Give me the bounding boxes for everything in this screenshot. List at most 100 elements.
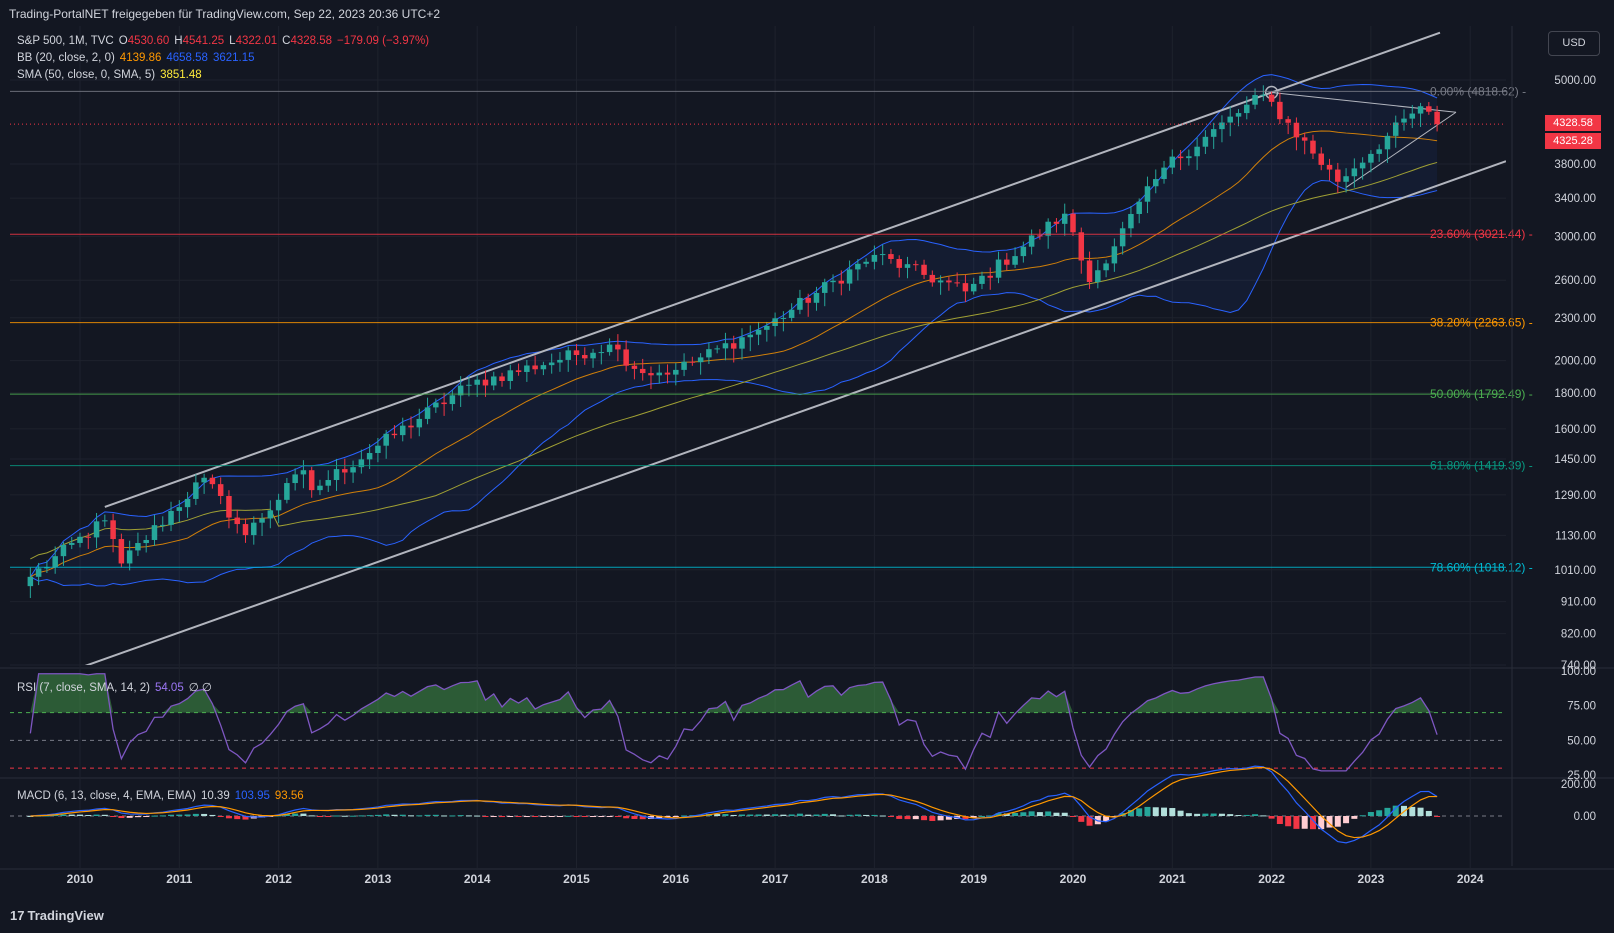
rsi-line <box>29 673 1438 772</box>
close-label: C <box>282 35 291 47</box>
macd-histogram-bar <box>1012 813 1019 816</box>
candle-body <box>1359 162 1366 169</box>
candle-down <box>482 370 489 397</box>
price-tick-label: 2600.00 <box>1554 275 1596 287</box>
candle-body <box>1136 201 1142 214</box>
price-tick-label: 1800.00 <box>1554 388 1596 400</box>
candle-body <box>830 280 836 283</box>
candle-down <box>515 363 522 376</box>
macd-histogram-bar <box>978 815 985 817</box>
macd-histogram-bar <box>408 815 414 817</box>
time-tick-label: 2022 <box>1258 872 1285 886</box>
candle-down <box>110 513 116 553</box>
candle-up <box>788 303 795 322</box>
macd-histogram-bar <box>77 814 83 816</box>
macd-histogram-bar <box>507 816 514 817</box>
candle-up <box>747 325 754 352</box>
candle-up <box>995 251 1002 284</box>
last-price-tag: 4328.58 <box>1545 115 1601 131</box>
macd-histogram-bar <box>590 816 597 817</box>
candle-body <box>284 483 290 500</box>
macd-histogram-bar <box>1003 813 1010 816</box>
candle-body <box>1061 213 1068 224</box>
candle-body <box>623 349 629 366</box>
candle-body <box>1095 270 1101 283</box>
bb-legend[interactable]: BB (20, close, 2, 0) 4139.86 4658.58 3621.1… <box>17 52 260 64</box>
candle-down <box>615 334 621 362</box>
macd-histogram-bar <box>1028 811 1035 816</box>
macd-histogram-bar <box>838 815 845 817</box>
macd-histogram-bar <box>672 816 679 817</box>
currency-button[interactable]: USD <box>1548 31 1600 56</box>
candle-body <box>747 334 754 338</box>
macd-histogram-bar <box>457 815 464 817</box>
macd-histogram-bar <box>374 814 381 816</box>
candle-body <box>176 507 183 511</box>
candle-body <box>921 264 927 275</box>
candle-down <box>987 267 993 290</box>
macd-histogram-bar <box>970 816 977 818</box>
rsi-legend[interactable]: RSI (7, close, SMA, 14, 2) 54.05 ∅ ∅ <box>17 680 217 694</box>
macd-legend[interactable]: MACD (6, 13, close, 4, EMA, EMA) 10.39 103… <box>17 790 309 802</box>
macd-histogram-bar <box>1384 807 1391 816</box>
macd-histogram-bar <box>234 816 241 820</box>
macd-histogram-bar <box>474 815 481 817</box>
candle-down <box>913 260 919 271</box>
macd-histogram-bar <box>1136 808 1143 816</box>
candle-down <box>226 490 232 529</box>
candle-body <box>408 425 414 428</box>
candle-body <box>946 280 952 283</box>
candle-body <box>1301 137 1308 141</box>
candle-up <box>1392 115 1399 148</box>
macd-histogram-bar <box>68 814 75 816</box>
candle-down <box>1177 150 1184 171</box>
symbol-legend[interactable]: S&P 500, 1M, TVC O4530.60 H4541.25 L4322.01… <box>17 35 434 47</box>
candle-body <box>582 355 588 359</box>
macd-histogram-bar <box>631 816 638 819</box>
candle-up <box>706 342 712 365</box>
macd-histogram-bar <box>333 815 340 817</box>
time-tick-label: 2014 <box>464 872 491 886</box>
prev-price-tag: 4325.28 <box>1545 133 1601 149</box>
candle-body <box>1351 168 1358 177</box>
candle-body <box>722 343 729 349</box>
macd-histogram-bar <box>1202 813 1209 816</box>
candle-up <box>822 278 828 307</box>
time-tick-label: 2021 <box>1159 872 1186 886</box>
time-tick-label: 2020 <box>1060 872 1087 886</box>
time-tick-label: 2010 <box>67 872 94 886</box>
macd-histogram-bar <box>565 815 572 817</box>
candle-body <box>1409 113 1416 119</box>
candle-up <box>1252 88 1258 110</box>
macd-histogram-bar <box>523 816 530 817</box>
candle-up <box>457 376 464 407</box>
macd-histogram-bar <box>159 815 166 817</box>
candle-body <box>424 407 431 419</box>
candle-body <box>788 309 795 318</box>
candle-body <box>855 263 861 270</box>
time-tick-label: 2012 <box>265 872 292 886</box>
fib-level-label: 50.00% (1792.49) - <box>1430 387 1533 401</box>
sma-legend[interactable]: SMA (50, close, 0, SMA, 5) 3851.48 <box>17 69 207 81</box>
candle-body <box>1384 135 1391 150</box>
candle-body <box>68 542 75 545</box>
rsi-value: 54.05 <box>154 682 184 694</box>
candle-body <box>1368 153 1374 163</box>
macd-histogram-bar <box>151 815 158 817</box>
macd-histogram-bar <box>945 816 952 820</box>
candle-up <box>1128 206 1134 238</box>
candle-up <box>251 516 257 545</box>
tradingview-logo[interactable]: 17 TradingView <box>10 908 104 923</box>
candle-up <box>1227 106 1233 137</box>
macd-histogram-bar <box>1425 810 1432 816</box>
candle-body <box>234 517 240 525</box>
candle-down <box>954 272 960 287</box>
candle-up <box>863 258 869 268</box>
macd-histogram-bar <box>168 814 175 816</box>
candle-body <box>929 274 936 283</box>
candle-body <box>35 568 42 577</box>
candle-body <box>1310 140 1316 154</box>
macd-histogram-bar <box>1169 808 1176 816</box>
candle-up <box>1235 109 1242 127</box>
